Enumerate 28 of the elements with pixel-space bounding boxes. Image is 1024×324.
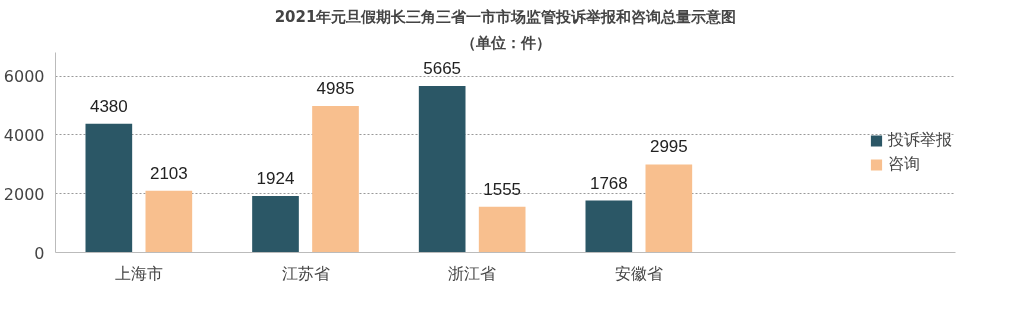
bar (645, 164, 693, 253)
y-tick-label: 0 (34, 243, 45, 263)
x-tick-label: 上海市 (114, 263, 163, 283)
data-label: 2103 (149, 163, 188, 183)
data-label: 4380 (89, 96, 128, 116)
data-label: 1555 (483, 179, 522, 199)
data-label: 1768 (589, 173, 628, 193)
legend-label: 咨询 (887, 153, 920, 175)
bar (478, 206, 526, 253)
x-tick-label: 浙江省 (448, 263, 497, 283)
chart-subtitle: （单位：件） (460, 33, 551, 52)
data-label: 5665 (423, 58, 462, 78)
bar (585, 200, 633, 253)
y-tick-label: 2000 (3, 184, 45, 204)
bar (418, 85, 466, 253)
bar (252, 195, 299, 253)
legend-label: 投诉举报 (887, 129, 952, 151)
x-tick-label: 安徽省 (614, 263, 663, 283)
chart-title: 2021年元旦假期长三角三省一市市场监管投诉举报和咨询总量示意图 (274, 7, 737, 26)
x-tick-label: 江苏省 (281, 263, 330, 283)
bar (145, 190, 193, 253)
y-tick-label: 6000 (3, 67, 45, 87)
data-label: 1924 (256, 168, 295, 188)
data-label: 4985 (316, 78, 355, 98)
data-label: 2995 (649, 137, 688, 157)
bar (85, 123, 133, 253)
y-tick-label: 4000 (3, 125, 45, 145)
bar (312, 105, 359, 253)
